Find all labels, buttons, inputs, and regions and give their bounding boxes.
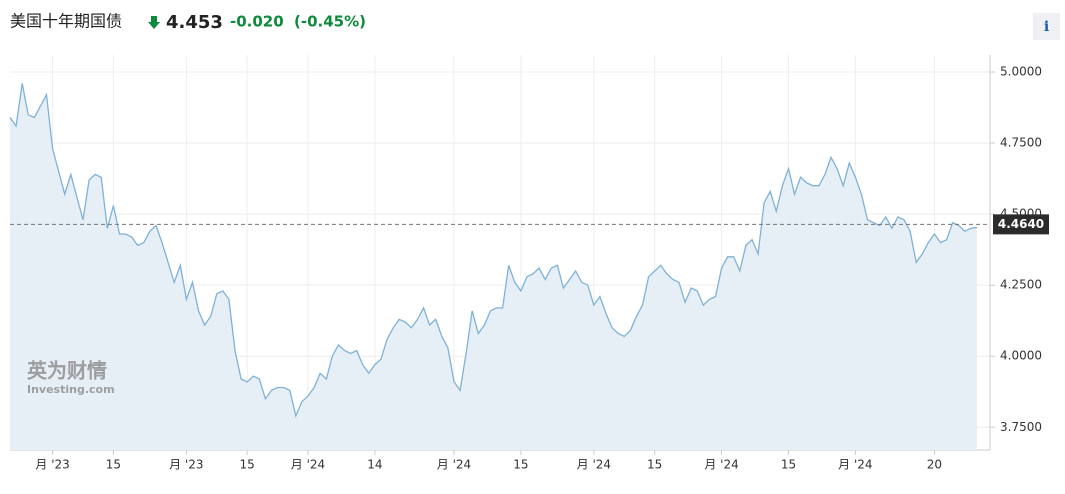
x-tick-label: 15 xyxy=(240,458,255,472)
x-tick-label: 月 '23 xyxy=(169,458,203,472)
x-tick-label: 月 '24 xyxy=(291,458,325,472)
price-line xyxy=(9,83,978,418)
current-tag xyxy=(993,214,1049,235)
x-tick-label: 15 xyxy=(781,458,796,472)
y-tick-label: 4.0000 xyxy=(1000,349,1042,363)
watermark-brand: 英为财情 xyxy=(27,359,107,383)
title: 美国十年期国债 xyxy=(10,12,122,31)
x-tick-label: 月 '23 xyxy=(35,458,69,472)
x-tick-label: 月 '24 xyxy=(838,458,872,472)
y-tick-label: 3.7500 xyxy=(1000,420,1042,434)
x-tick-label: 15 xyxy=(513,458,528,472)
area-fill xyxy=(10,83,977,451)
change-pct: (-0.45%) xyxy=(294,13,366,31)
current-label: 4.4640 xyxy=(998,217,1044,231)
x-tick-label: 月 '24 xyxy=(704,458,738,472)
price: 4.453 xyxy=(166,12,223,33)
x-tick-label: 20 xyxy=(927,458,942,472)
watermark-site: Investing.com xyxy=(27,383,115,396)
y-tick-label: 4.2500 xyxy=(1000,278,1042,292)
x-tick-label: 15 xyxy=(106,458,121,472)
y-tick-label: 4.7500 xyxy=(1000,136,1042,150)
info-icon[interactable]: i xyxy=(1044,19,1049,35)
x-tick-label: 14 xyxy=(367,458,382,472)
info-button[interactable] xyxy=(1033,13,1060,40)
change: -0.020 xyxy=(230,13,284,31)
y-tick-label: 5.0000 xyxy=(1000,65,1042,79)
x-tick-label: 15 xyxy=(647,458,662,472)
down-arrow xyxy=(148,16,160,29)
x-tick-label: 月 '24 xyxy=(437,458,471,472)
x-tick-label: 月 '24 xyxy=(577,458,611,472)
